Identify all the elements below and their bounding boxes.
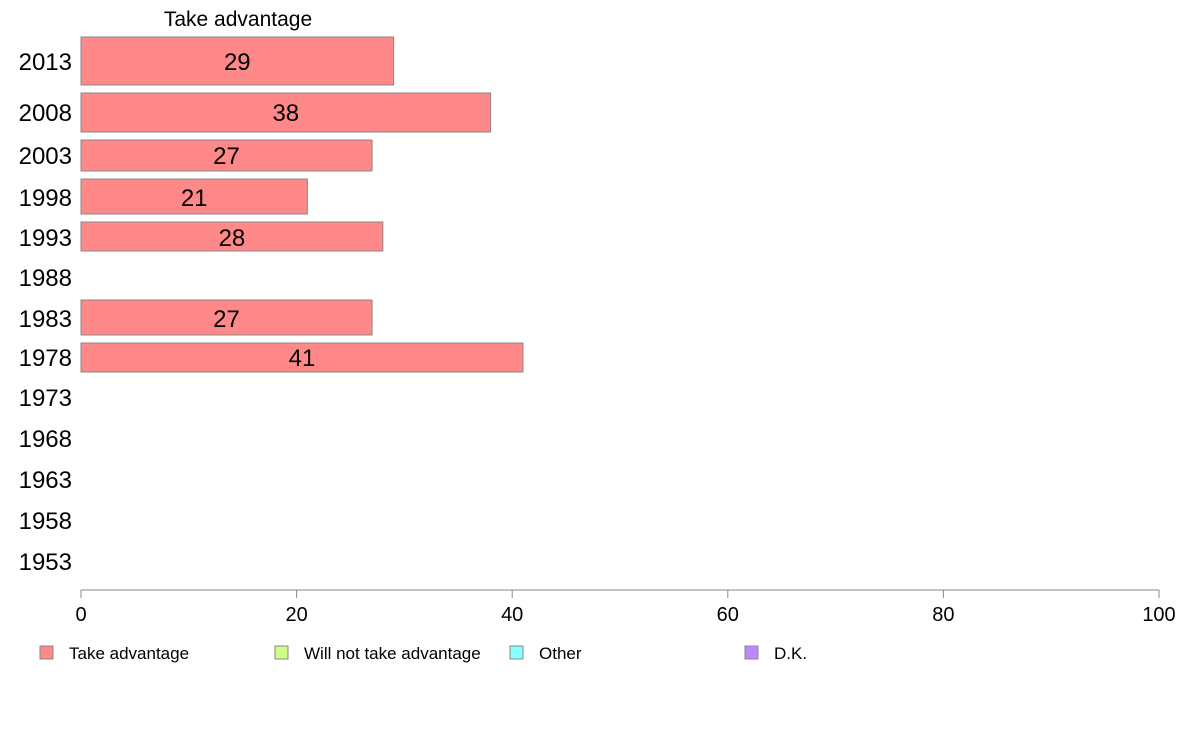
bar [80,342,524,373]
category-label: 1953 [19,549,72,576]
x-tick-label: 40 [501,604,523,626]
data-label: 38 [272,100,299,127]
x-tick-label: 20 [285,604,307,626]
data-label: 41 [289,345,316,372]
category-label: 2008 [19,100,72,127]
data-label: 27 [213,143,240,170]
x-tick-label: 80 [932,604,954,626]
bar [80,178,308,215]
bar [80,36,395,86]
data-label: 28 [219,225,246,252]
legend-swatch [744,645,759,660]
legend-swatch [509,645,524,660]
category-label: 1968 [19,426,72,453]
bar [80,221,384,252]
category-label: 1993 [19,225,72,252]
legend-label: Other [539,644,582,663]
chart-title: Take advantage [164,8,312,31]
data-label: 27 [213,306,240,333]
legend-swatch [39,645,54,660]
data-label: 29 [224,49,251,76]
legend: Take advantage Will not take advantage Oth… [39,644,807,663]
x-axis: 0 20 40 60 80 100 [75,589,1176,626]
category-label: 1998 [19,185,72,212]
x-tick-label: 60 [717,604,739,626]
legend-label: Take advantage [69,644,189,663]
legend-swatch [274,645,289,660]
x-tick-label: 0 [75,604,86,626]
bar [80,139,373,172]
category-label: 1958 [19,508,72,535]
category-label: 1963 [19,467,72,494]
category-label: 2003 [19,143,72,170]
data-label: 21 [181,185,208,212]
category-label: 1988 [19,265,72,292]
category-label: 1983 [19,306,72,333]
x-tick-label: 100 [1142,604,1175,626]
bar [80,299,373,336]
legend-label: D.K. [774,644,807,663]
bars [80,36,524,373]
category-label: 1973 [19,385,72,412]
bar [80,92,492,133]
category-label: 1978 [19,345,72,372]
category-labels: 2013 2008 2003 1998 1993 1988 1983 1978 1973 1968… [19,49,72,576]
legend-label: Will not take advantage [304,644,481,663]
category-label: 2013 [19,49,72,76]
